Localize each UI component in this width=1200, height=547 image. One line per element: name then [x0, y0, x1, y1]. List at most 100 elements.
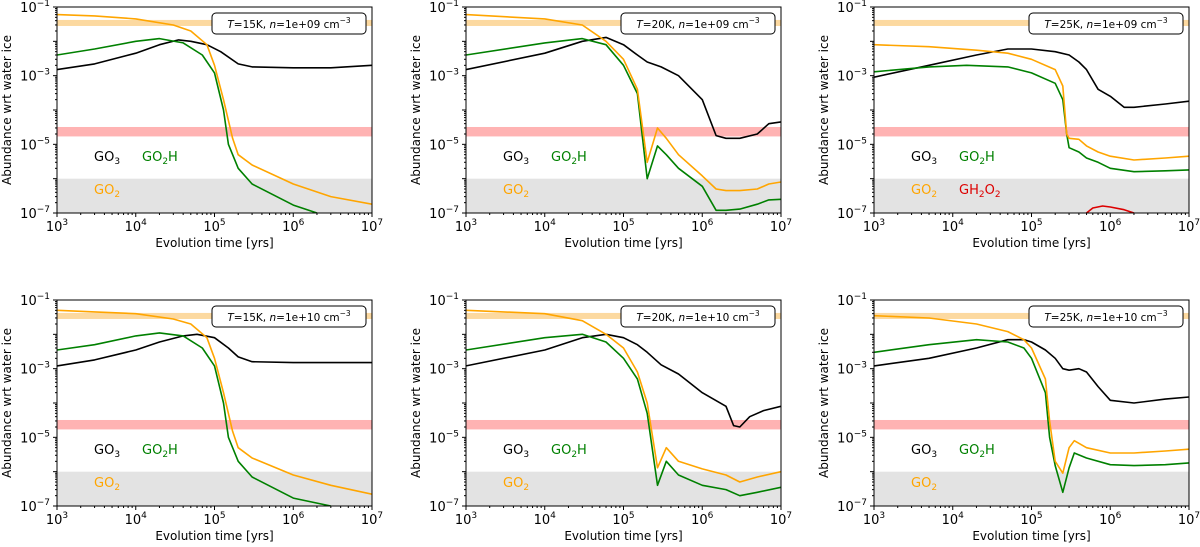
x-tick-label: 106 [1099, 218, 1122, 235]
x-tick-label: 106 [1099, 511, 1122, 528]
legend-GO2: GO2 [503, 183, 529, 200]
band-gray [466, 178, 781, 213]
title-box [1028, 12, 1184, 35]
x-tick-label: 103 [863, 218, 885, 235]
band-gray [874, 178, 1189, 213]
x-axis-label: Evolution time [yrs] [564, 236, 682, 250]
legend-GO2H: GO2H [142, 150, 178, 167]
plot-area [874, 312, 1189, 506]
x-tick-label: 104 [125, 218, 148, 235]
series-line-GO2 [874, 43, 1189, 161]
band-red [874, 126, 1189, 137]
panel-3: 103 104 105 106 107 10−7 10−5 10−3 10−1 Evolution… [817, 0, 1200, 250]
x-tick-label: 104 [942, 218, 965, 235]
title-box [620, 305, 776, 328]
panel-4: 103 104 105 106 107 10−7 10−5 10−3 10−1 Evolution… [0, 292, 383, 543]
x-tick-label: 106 [282, 218, 305, 235]
legend-GO2: GO2 [94, 183, 120, 200]
series-line-GO2 [466, 13, 781, 192]
x-tick-label: 107 [1178, 218, 1200, 235]
title-box [211, 12, 367, 35]
y-tick-label: 10−3 [429, 361, 459, 378]
x-tick-label: 105 [1020, 511, 1042, 528]
x-tick-label: 104 [534, 218, 557, 235]
series-line-GO2H [874, 64, 1189, 173]
panel-title: T=25K, n=1e+10 cm−3 [1044, 309, 1168, 324]
x-tick-label: 104 [942, 511, 965, 528]
panel-1: 103 104 105 106 107 10−7 10−5 10−3 10−1 Evolution… [0, 0, 383, 250]
series-line-GO3 [466, 333, 781, 428]
y-tick-label: 10−1 [429, 292, 459, 309]
y-tick-label: 10−5 [20, 429, 50, 446]
title-box [211, 305, 367, 328]
x-axis-label: Evolution time [yrs] [972, 529, 1090, 543]
title-box [620, 12, 776, 35]
band-gray [57, 178, 372, 213]
x-tick-label: 105 [612, 511, 634, 528]
series-line-GO2H [466, 37, 781, 212]
legend-GH2O2: GH2O2 [959, 183, 1001, 200]
y-tick-label: 10−1 [429, 0, 459, 16]
x-tick-label: 107 [1178, 511, 1200, 528]
y-axis-label: Abundance wrt water ice [0, 328, 14, 478]
panel-6: 103 104 105 106 107 10−7 10−5 10−3 10−1 Evolution… [817, 292, 1200, 543]
y-tick-label: 10−3 [429, 68, 459, 85]
x-tick-label: 105 [203, 511, 225, 528]
series-line-GO2H [57, 37, 318, 213]
legend-GO2H: GO2H [959, 443, 995, 460]
y-tick-label: 10−5 [429, 136, 459, 153]
y-tick-label: 10−3 [20, 68, 50, 85]
x-axis-label: Evolution time [yrs] [155, 529, 273, 543]
series-line-GH2O2 [1086, 205, 1135, 213]
x-tick-label: 103 [455, 218, 477, 235]
legend-GO2H: GO2H [959, 150, 995, 167]
series-line-GO2 [466, 309, 781, 483]
y-tick-label: 10−7 [20, 498, 50, 515]
x-tick-label: 103 [455, 511, 477, 528]
series-line-GO3 [57, 333, 372, 367]
legend-GO3: GO3 [503, 150, 529, 167]
legend-GO2: GO2 [911, 183, 937, 200]
x-tick-label: 106 [691, 218, 714, 235]
series-line-GO2H [874, 338, 1189, 494]
legend-GO2H: GO2H [551, 443, 587, 460]
y-tick-label: 10−1 [20, 292, 50, 309]
legend-GO2: GO2 [503, 476, 529, 493]
legend-GO3: GO3 [94, 150, 120, 167]
x-tick-label: 106 [282, 511, 305, 528]
y-axis-label: Abundance wrt water ice [409, 35, 423, 185]
x-tick-label: 104 [534, 511, 557, 528]
y-tick-label: 10−7 [429, 205, 459, 222]
y-tick-label: 10−3 [20, 361, 50, 378]
y-axis-label: Abundance wrt water ice [409, 328, 423, 478]
panel-title: T=15K, n=1e+09 cm−3 [227, 16, 351, 31]
x-tick-label: 105 [1020, 218, 1042, 235]
y-tick-label: 10−1 [837, 0, 867, 16]
x-tick-label: 105 [612, 218, 634, 235]
y-tick-label: 10−5 [837, 429, 867, 446]
series-line-GO2H [466, 333, 781, 497]
x-axis-label: Evolution time [yrs] [155, 236, 273, 250]
x-tick-label: 107 [361, 218, 383, 235]
x-axis-label: Evolution time [yrs] [564, 529, 682, 543]
x-tick-label: 105 [203, 218, 225, 235]
y-tick-label: 10−3 [837, 361, 867, 378]
x-tick-label: 103 [863, 511, 885, 528]
legend-GO2H: GO2H [551, 150, 587, 167]
band-red [874, 419, 1189, 430]
band-red [466, 126, 781, 137]
band-gray [874, 471, 1189, 506]
series-line-GO2H [57, 332, 331, 506]
panel-2: 103 104 105 106 107 10−7 10−5 10−3 10−1 Evolution… [409, 0, 792, 250]
legend-GO2: GO2 [911, 476, 937, 493]
y-axis-label: Abundance wrt water ice [817, 328, 831, 478]
y-tick-label: 10−5 [429, 429, 459, 446]
x-tick-label: 104 [125, 511, 148, 528]
x-tick-label: 107 [770, 218, 792, 235]
y-tick-label: 10−7 [837, 498, 867, 515]
legend-GO3: GO3 [911, 150, 937, 167]
x-tick-label: 107 [770, 511, 792, 528]
legend-GO3: GO3 [94, 443, 120, 460]
series-line-GO3 [874, 48, 1189, 109]
y-tick-label: 10−1 [837, 292, 867, 309]
